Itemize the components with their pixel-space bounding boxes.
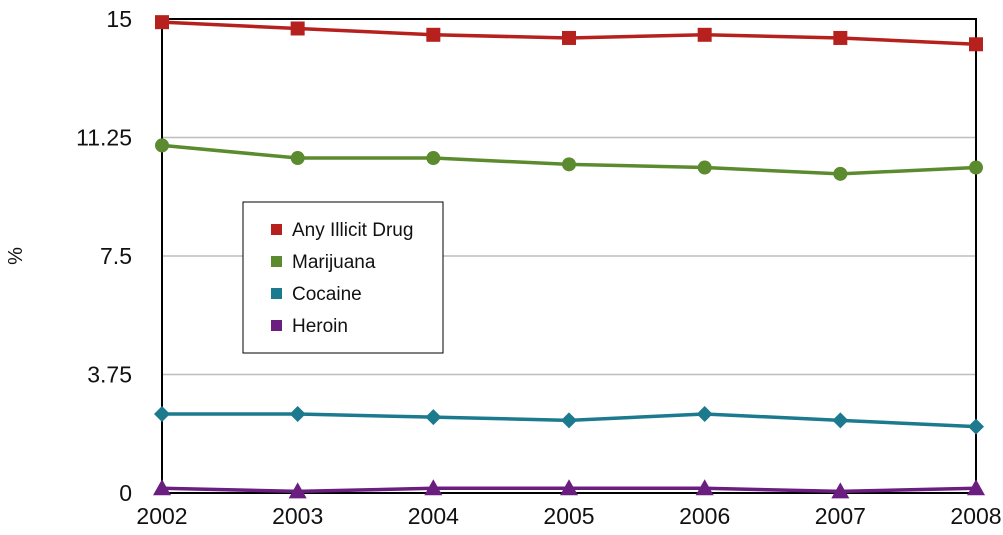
data-point: [832, 412, 849, 429]
data-point: [426, 151, 441, 166]
legend-label: Any Illicit Drug: [292, 220, 413, 241]
data-point: [288, 482, 307, 499]
x-tick-label: 2008: [950, 503, 1001, 529]
data-point: [153, 479, 171, 496]
data-point: [424, 479, 443, 496]
x-tick-label: 2003: [272, 503, 323, 529]
data-point: [155, 15, 169, 30]
y-tick-label: 3.75: [87, 362, 132, 388]
legend-label: Cocaine: [292, 284, 362, 305]
data-point: [562, 30, 576, 45]
legend-swatch: [271, 288, 282, 299]
data-point: [290, 21, 305, 36]
legend-swatch: [271, 224, 282, 235]
x-axis-ticks: 2002 2003 2004 2005 2006 2007 2008: [136, 503, 1001, 529]
legend-label: Heroin: [292, 316, 348, 337]
data-point: [562, 157, 576, 172]
series-any-illicit-drug: [155, 15, 983, 52]
legend-label: Marijuana: [292, 252, 376, 273]
data-point: [425, 409, 442, 426]
x-tick-label: 2005: [543, 503, 594, 529]
data-point: [426, 27, 441, 42]
series-cocaine: [154, 406, 984, 435]
data-point: [967, 479, 985, 496]
data-point: [969, 160, 983, 175]
x-tick-label: 2004: [408, 503, 459, 529]
y-tick-label: 11.25: [76, 125, 132, 151]
data-point: [290, 151, 305, 166]
data-point: [560, 479, 578, 496]
y-tick-label: 0: [119, 480, 132, 506]
data-point: [833, 30, 848, 45]
data-point: [696, 406, 713, 422]
y-tick-label: 15: [106, 6, 132, 32]
data-point: [561, 412, 577, 429]
data-point: [155, 138, 169, 153]
series-marijuana: [155, 138, 983, 181]
y-axis-label: %: [5, 247, 27, 265]
data-point: [289, 406, 306, 422]
y-tick-label: 7.5: [100, 243, 132, 269]
x-tick-label: 2002: [136, 503, 187, 529]
series-group: [153, 15, 985, 499]
series-heroin: [153, 479, 985, 499]
data-point: [831, 482, 850, 499]
y-axis-ticks: 0 3.75 7.5 11.25 15: [76, 6, 132, 506]
data-point: [969, 37, 983, 52]
legend: Any Illicit Drug Marijuana Cocaine Heroin: [242, 201, 444, 354]
legend-swatch: [271, 320, 282, 331]
data-point: [154, 406, 170, 422]
data-point: [697, 160, 712, 175]
legend-swatch: [271, 256, 282, 267]
x-tick-label: 2007: [815, 503, 866, 529]
data-point: [695, 479, 714, 496]
data-point: [968, 418, 984, 435]
x-tick-label: 2006: [679, 503, 730, 529]
data-point: [697, 27, 712, 42]
data-point: [833, 166, 848, 181]
